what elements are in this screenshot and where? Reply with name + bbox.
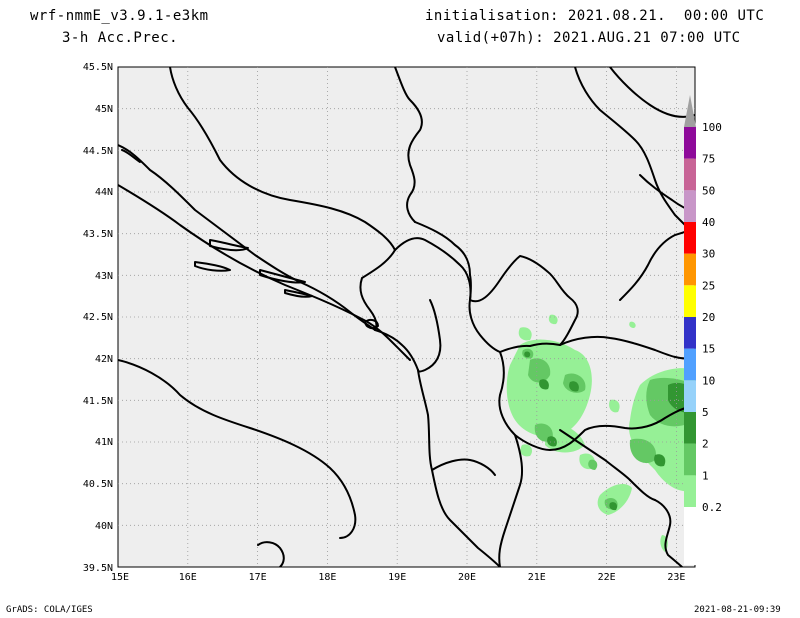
lat-label: 42N: [95, 354, 113, 365]
colorbar-label: 20: [702, 311, 715, 324]
lat-label: 41N: [95, 437, 113, 448]
lon-label: 23E: [667, 572, 685, 583]
lon-labels: 15E 16E 17E 18E 19E 20E 21E 22E 23E: [111, 572, 685, 583]
lat-label: 43N: [95, 271, 113, 282]
colorbar-label: 2: [702, 438, 709, 451]
lat-label: 44N: [95, 187, 113, 198]
colorbar-label: 25: [702, 279, 715, 292]
lon-label: 17E: [249, 572, 267, 583]
colorbar-swatch: [684, 222, 696, 254]
colorbar-swatch: [684, 253, 696, 286]
colorbar-swatch: [684, 285, 696, 317]
colorbar-swatch: [684, 380, 696, 412]
colorbar-label: 50: [702, 184, 715, 197]
colorbar-label: 100: [702, 121, 722, 134]
colorbar-swatch: [684, 475, 696, 507]
precip-colorbar: 100 75 50 40 30 25 20 15 10 5 2 1 0.2: [684, 95, 722, 565]
lat-lon-grid: [118, 67, 695, 567]
footer-timestamp: 2021-08-21-09:39: [694, 605, 781, 615]
colorbar-label: 30: [702, 248, 715, 261]
lat-label: 42.5N: [83, 312, 113, 323]
colorbar-label: 15: [702, 343, 715, 356]
colorbar-swatch: [684, 348, 696, 381]
lon-label: 21E: [528, 572, 546, 583]
colorbar-tail: [684, 507, 696, 565]
lon-label: 22E: [598, 572, 616, 583]
lat-label: 45.5N: [83, 62, 113, 73]
colorbar-swatch: [684, 190, 696, 222]
colorbar-swatch: [684, 443, 696, 476]
colorbar-label: 1: [702, 469, 709, 482]
lat-label: 44.5N: [83, 146, 113, 157]
colorbar-swatch: [684, 412, 696, 444]
colorbar-arrow: [684, 95, 696, 127]
colorbar-swatch: [684, 158, 696, 191]
lat-label: 45N: [95, 104, 113, 115]
lat-label: 40N: [95, 521, 113, 532]
lon-label: 16E: [179, 572, 197, 583]
init-time: initialisation: 2021.08.21. 00:00 UTC: [425, 8, 765, 24]
model-title: wrf-nmmE_v3.9.1-e3km: [30, 8, 209, 24]
lon-label: 18E: [318, 572, 336, 583]
lat-label: 40.5N: [83, 479, 113, 490]
lon-label: 20E: [458, 572, 476, 583]
colorbar-swatch: [684, 127, 696, 159]
lat-label: 39.5N: [83, 563, 113, 574]
footer-credit: GrADS: COLA/IGES: [6, 605, 93, 615]
lon-label: 15E: [111, 572, 129, 583]
lat-labels: 45.5N 45N 44.5N 44N 43.5N 43N 42.5N 42N …: [83, 62, 113, 574]
lon-label: 19E: [388, 572, 406, 583]
colorbar-label: 5: [702, 406, 709, 419]
precipitation-field: [506, 314, 695, 552]
colorbar-swatch: [684, 317, 696, 349]
lat-label: 43.5N: [83, 229, 113, 240]
valid-time: valid(+07h): 2021.AUG.21 07:00 UTC: [437, 30, 741, 46]
colorbar-label: 10: [702, 374, 715, 387]
colorbar-label: 0.2: [702, 501, 722, 514]
colorbar-label: 75: [702, 153, 715, 166]
field-title: 3-h Acc.Prec.: [62, 30, 179, 46]
lat-label: 41.5N: [83, 396, 113, 407]
colorbar-label: 40: [702, 216, 715, 229]
